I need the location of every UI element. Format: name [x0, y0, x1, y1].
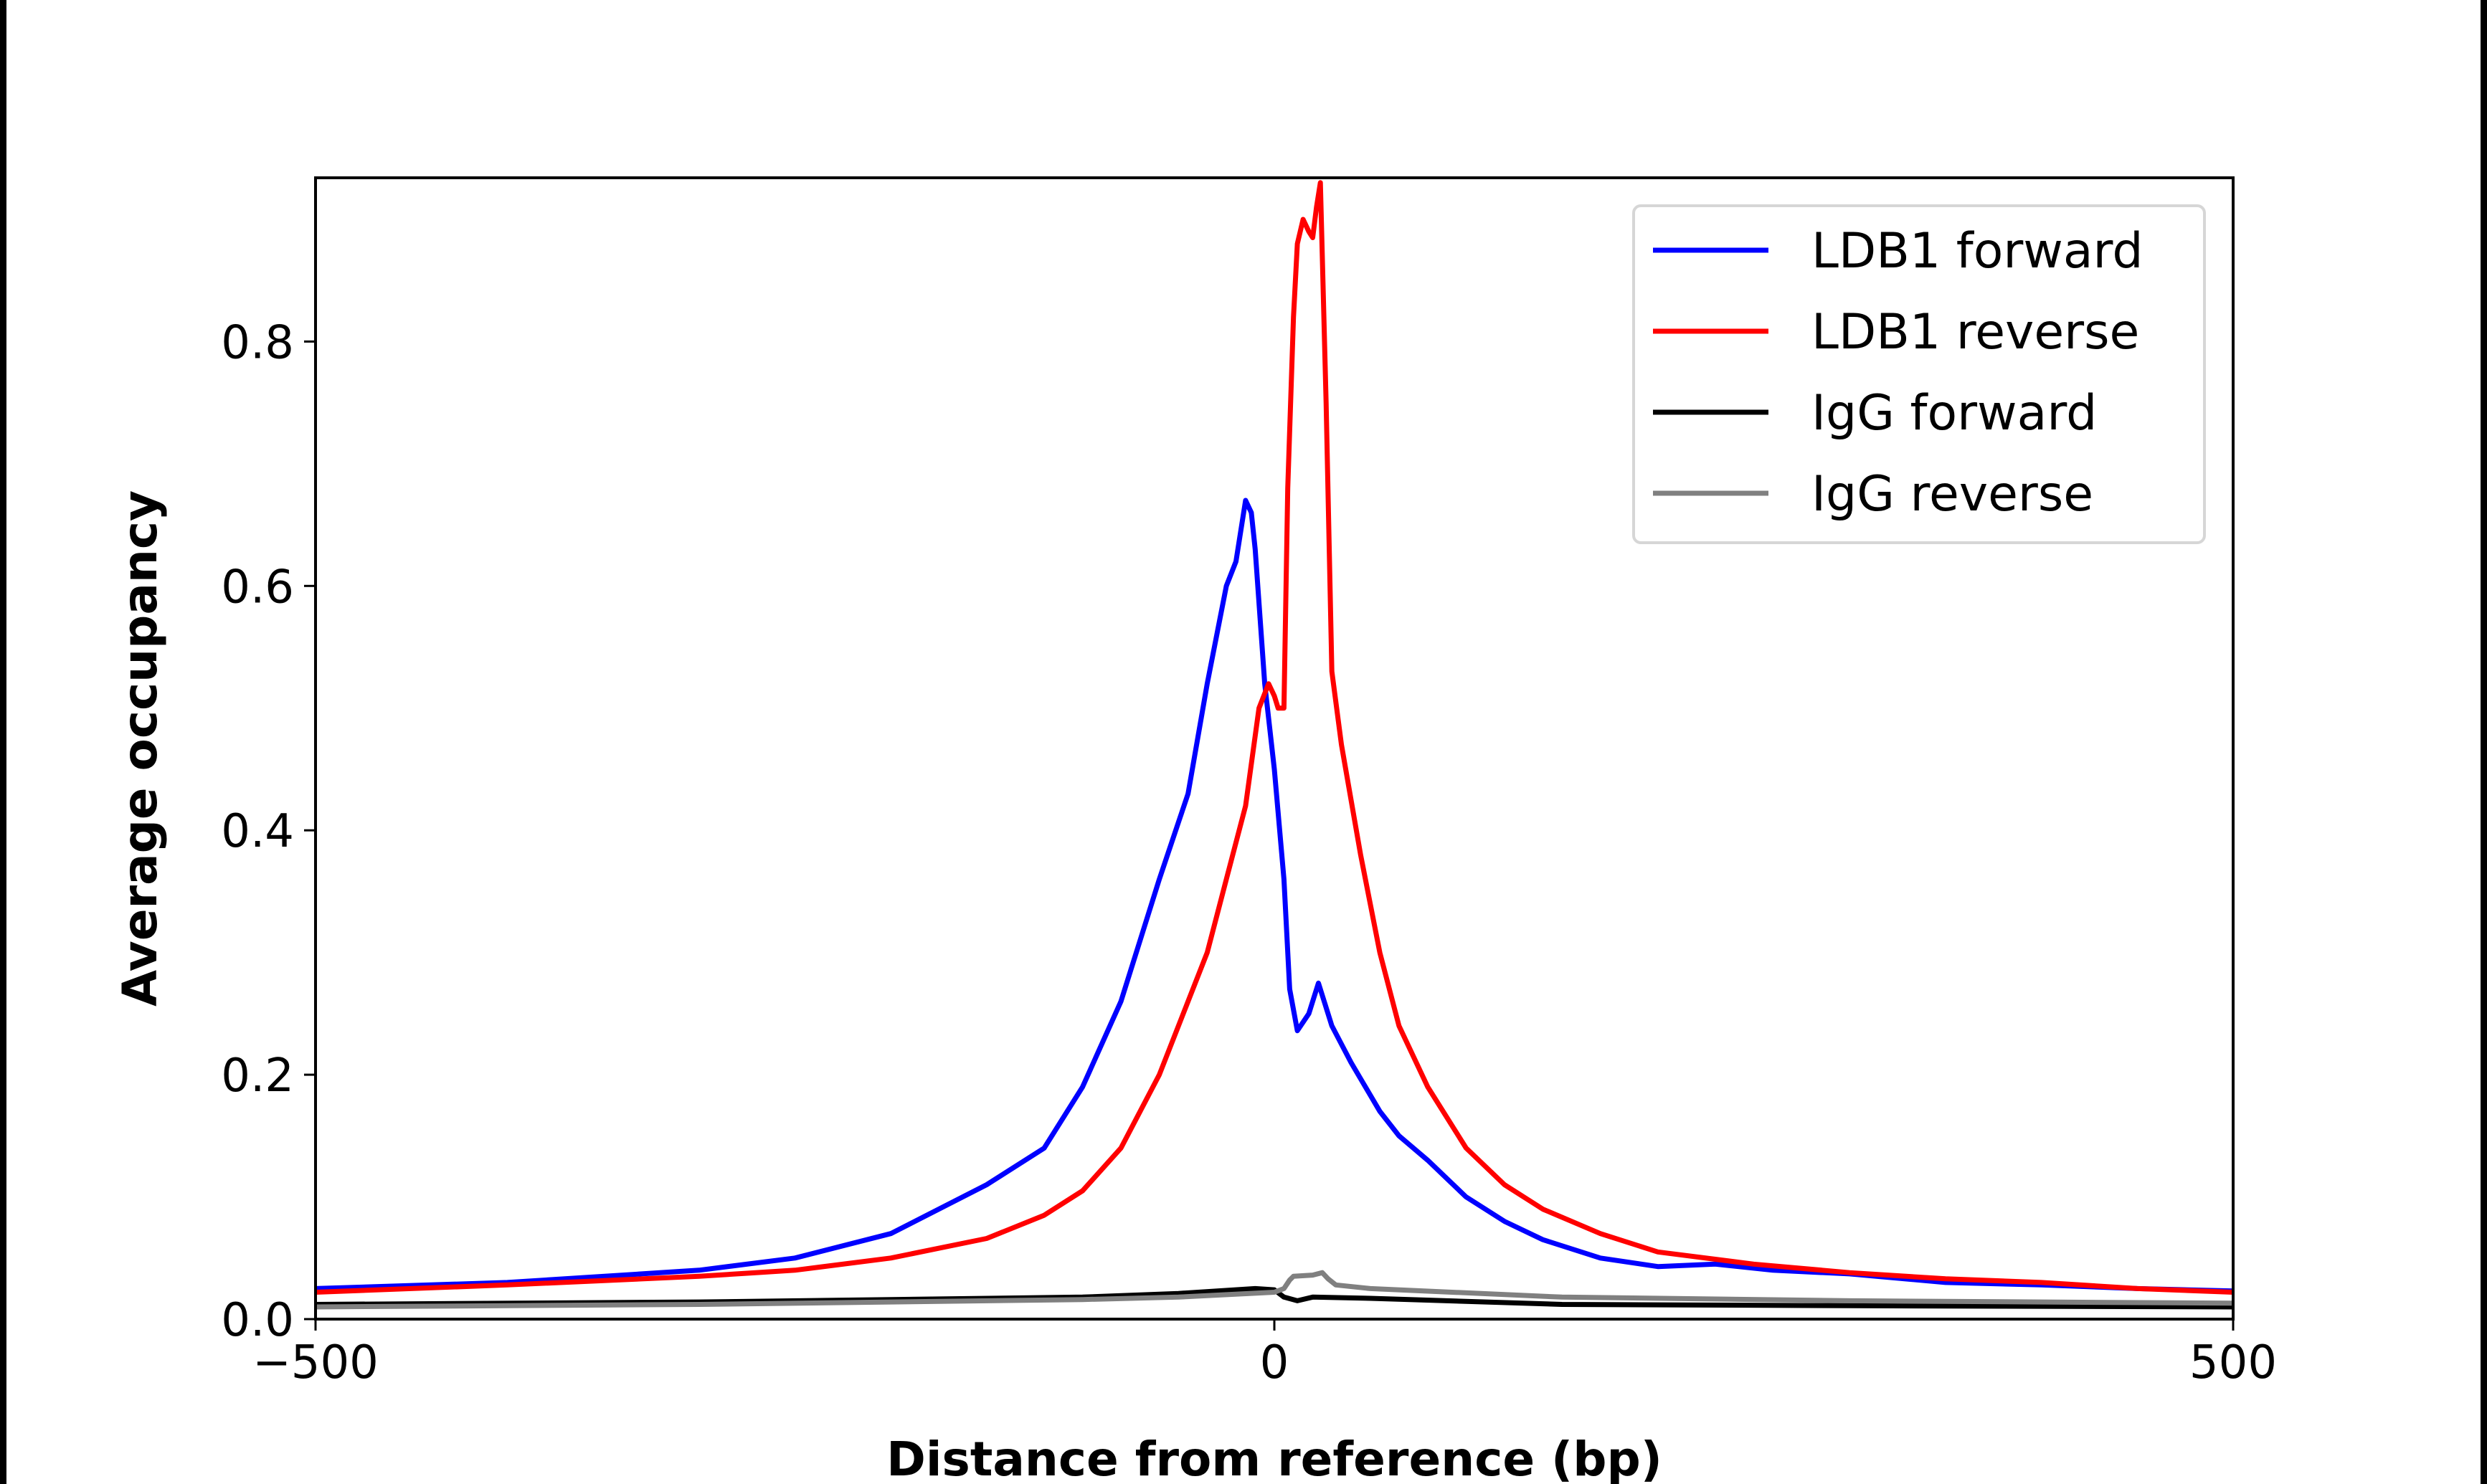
- y-tick-label: 0.0: [221, 1294, 294, 1347]
- y-tick-label: 0.2: [221, 1050, 294, 1103]
- y-tick-label: 0.4: [221, 805, 294, 858]
- series-line-ldb1-forward: [315, 498, 2234, 1294]
- y-tick-label: 0.8: [221, 316, 294, 369]
- ticks-layer: −500 0 500 0.0 0.2 0.4 0.6 0.8: [221, 316, 2277, 1389]
- x-axis-title: Distance from reference (bp): [886, 1432, 1662, 1484]
- series-line-igg-reverse: [315, 1270, 2234, 1310]
- legend-label: LDB1 reverse: [1811, 304, 2139, 361]
- legend-label: IgG forward: [1811, 385, 2097, 442]
- legend-box: [1632, 204, 2206, 544]
- legend-entry: LDB1 reverse: [1653, 304, 2139, 361]
- series-line-ldb1-reverse: [315, 180, 2234, 1295]
- legend-entry: IgG reverse: [1653, 466, 2093, 523]
- right-border: [2481, 0, 2487, 1484]
- x-tick-label: 500: [2189, 1336, 2277, 1389]
- legend-label: IgG reverse: [1811, 466, 2093, 523]
- legend: LDB1 forward LDB1 reverse IgG forward IgG r…: [1632, 204, 2206, 544]
- x-tick-label: 0: [1260, 1336, 1289, 1389]
- legend-entry: IgG forward: [1653, 385, 2097, 442]
- x-tick-label: −500: [252, 1336, 379, 1389]
- left-border: [0, 0, 6, 1484]
- y-tick-label: 0.6: [221, 561, 294, 614]
- legend-entry: LDB1 forward: [1653, 223, 2143, 280]
- series-layer: [315, 180, 2234, 1310]
- legend-label: LDB1 forward: [1811, 223, 2143, 280]
- y-axis-title: Average occupancy: [113, 490, 168, 1007]
